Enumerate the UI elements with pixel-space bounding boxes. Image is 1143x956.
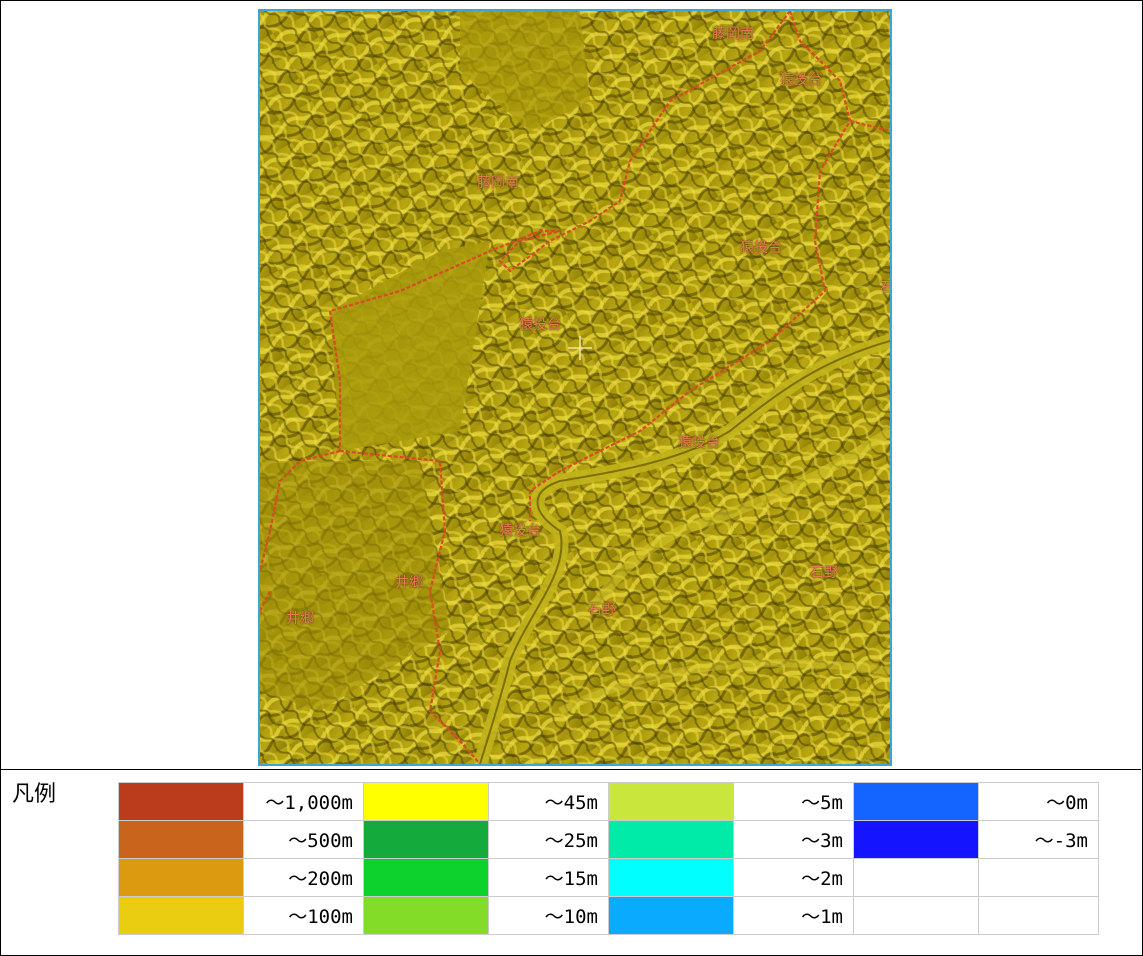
legend-swatch: [853, 858, 979, 897]
legend-swatch: [853, 820, 979, 859]
place-label: 石野: [588, 602, 616, 618]
legend-swatch: [118, 896, 244, 935]
place-label: 猿投台: [519, 317, 561, 333]
place-label: 藤岡南: [477, 175, 519, 191]
legend-swatch: [608, 820, 734, 859]
boundary-lines: [260, 11, 890, 764]
legend-label: ～-3m: [978, 820, 1099, 859]
legend-swatch: [608, 782, 734, 821]
legend-label: ～45m: [488, 782, 609, 821]
legend-label: ～3m: [733, 820, 854, 859]
legend-label: ～15m: [488, 858, 609, 897]
place-label: 石: [880, 277, 890, 297]
legend-swatch: [363, 858, 489, 897]
place-label: 猿投台: [780, 72, 822, 88]
legend-label: [978, 858, 1099, 897]
legend-label: ～25m: [488, 820, 609, 859]
river-line: [479, 340, 890, 764]
place-label: 井郷: [286, 611, 314, 627]
legend-row: ～1,000m ～45m ～5m ～0m: [118, 782, 1099, 821]
place-label: 猿投台: [740, 240, 782, 256]
map-cell: 藤岡南 猿投台 藤岡南 猿投台 猿投台 猿投台 猿投台 石野 井郷 井郷 石野 …: [0, 9, 1141, 770]
legend-swatch: [363, 782, 489, 821]
legend-row: ～200m ～15m ～2m: [118, 858, 1099, 897]
elevation-map[interactable]: 藤岡南 猿投台 藤岡南 猿投台 猿投台 猿投台 猿投台 石野 井郷 井郷 石野 …: [258, 9, 892, 766]
place-label: 井郷: [395, 575, 423, 591]
place-label: 猿投台: [678, 435, 720, 451]
lowland-area: [460, 11, 590, 131]
legend-swatch: [118, 820, 244, 859]
legend-label: [978, 896, 1099, 935]
legend-label: ～0m: [978, 782, 1099, 821]
legend-table: ～1,000m ～45m ～5m ～0m ～500m ～25m ～3m ～-3m ～200m ～1…: [118, 782, 1099, 935]
valley: [558, 659, 890, 715]
legend-swatch: [118, 858, 244, 897]
legend-swatch: [118, 782, 244, 821]
legend-label: ～5m: [733, 782, 854, 821]
valley: [586, 426, 890, 615]
legend-swatch: [608, 896, 734, 935]
legend-row: ～100m ～10m ～1m: [118, 896, 1099, 935]
legend-label: ～2m: [733, 858, 854, 897]
crosshair-icon: [568, 336, 592, 360]
terrain-hillshade: [260, 11, 890, 764]
legend-swatch: [608, 858, 734, 897]
legend-label: ～1,000m: [243, 782, 364, 821]
legend-label: ～500m: [243, 820, 364, 859]
legend-swatch: [853, 782, 979, 821]
legend-label: ～200m: [243, 858, 364, 897]
legend-swatch: [363, 820, 489, 859]
legend-label: ～10m: [488, 896, 609, 935]
legend-label: ～1m: [733, 896, 854, 935]
lowland-area: [330, 241, 490, 451]
place-label: 猿投台: [499, 523, 541, 539]
place-label: 石野: [810, 565, 838, 581]
lowland-area: [260, 461, 450, 711]
legend-swatch: [853, 896, 979, 935]
legend-swatch: [363, 896, 489, 935]
place-label: 藤岡南: [712, 26, 754, 42]
legend-label: ～100m: [243, 896, 364, 935]
legend-row: ～500m ～25m ～3m ～-3m: [118, 820, 1099, 859]
legend-title: 凡例: [12, 782, 57, 807]
